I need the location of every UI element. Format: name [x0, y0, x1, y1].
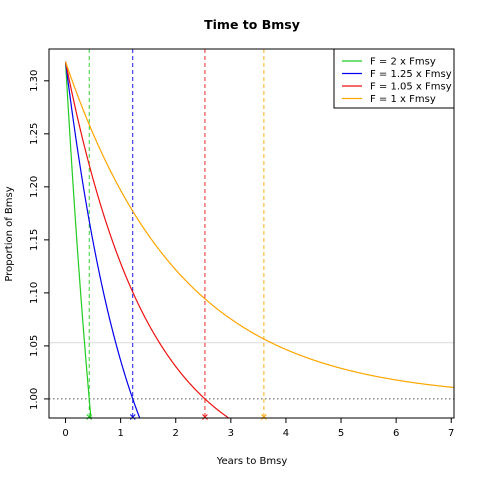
series-lines — [64, 61, 455, 419]
y-tick-label: 1.00 — [29, 388, 40, 410]
crossing-lines — [88, 49, 265, 418]
legend-label-2: F = 1.25 x Fmsy — [370, 69, 452, 80]
y-tick-label: 1.10 — [29, 282, 40, 304]
reference-lines — [49, 342, 454, 400]
x-tick-label: 4 — [283, 428, 289, 439]
legend-label-1: F = 2 x Fmsy — [370, 57, 436, 68]
crossing-marker-3 — [202, 414, 208, 420]
plot-frame — [48, 48, 455, 419]
x-axis-label: Years to Bmsy — [216, 456, 288, 467]
x-tick-label: 5 — [338, 428, 344, 439]
y-tick-label: 1.05 — [29, 335, 40, 357]
y-axis-ticks: 1.00 1.05 1.10 1.15 1.20 1.25 1.30 — [29, 70, 49, 410]
crossing-marker-4 — [261, 414, 267, 420]
y-tick-label: 1.15 — [29, 229, 40, 251]
y-tick-label: 1.25 — [29, 123, 40, 145]
crossing-marker-2 — [129, 414, 136, 420]
x-tick-label: 3 — [228, 428, 234, 439]
legend-label-4: F = 1 x Fmsy — [370, 94, 436, 105]
series-line-2 — [64, 61, 141, 419]
x-tick-label: 1 — [117, 428, 123, 439]
crossing-markers — [86, 414, 267, 420]
x-tick-label: 7 — [448, 428, 454, 439]
x-tick-label: 0 — [62, 428, 68, 439]
series-line-4 — [64, 61, 455, 389]
x-axis-ticks: 0 1 2 3 4 5 6 7 — [62, 418, 454, 439]
y-tick-label: 1.20 — [29, 176, 40, 198]
series-line-1 — [64, 61, 92, 419]
legend-label-3: F = 1.05 x Fmsy — [370, 82, 452, 93]
chart-title: Time to Bmsy — [204, 17, 300, 32]
series-line-3 — [64, 61, 230, 419]
y-tick-label: 1.30 — [29, 70, 40, 92]
y-axis-label: Proportion of Bmsy — [4, 186, 15, 281]
x-tick-label: 2 — [173, 428, 179, 439]
crossing-marker-1 — [86, 414, 93, 420]
x-tick-label: 6 — [393, 428, 399, 439]
